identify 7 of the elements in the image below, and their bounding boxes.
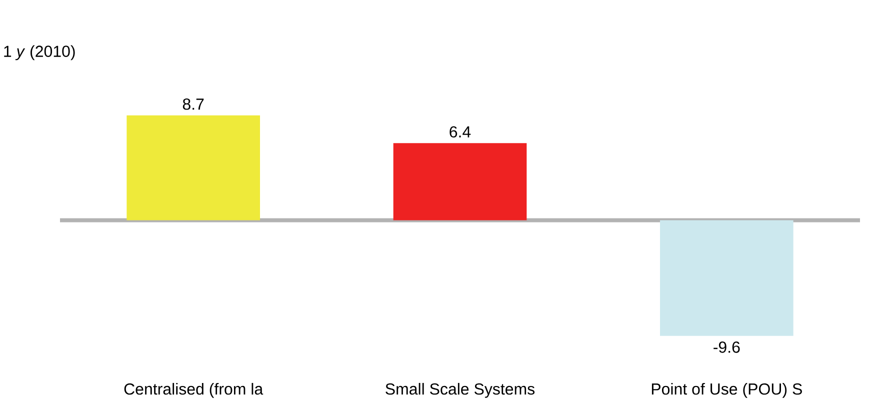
data-label: -9.6 bbox=[714, 342, 740, 353]
data-label: 6.4 bbox=[450, 126, 471, 138]
x-tick-label: Centralised (from la bbox=[124, 382, 264, 398]
x-tick-label: Point of Use (POU) S bbox=[652, 382, 802, 398]
chart-title: 1 y (2010) bbox=[4, 45, 75, 60]
data-label: 8.7 bbox=[182, 98, 204, 110]
x-tick-label: Small Scale Systems bbox=[386, 382, 535, 398]
